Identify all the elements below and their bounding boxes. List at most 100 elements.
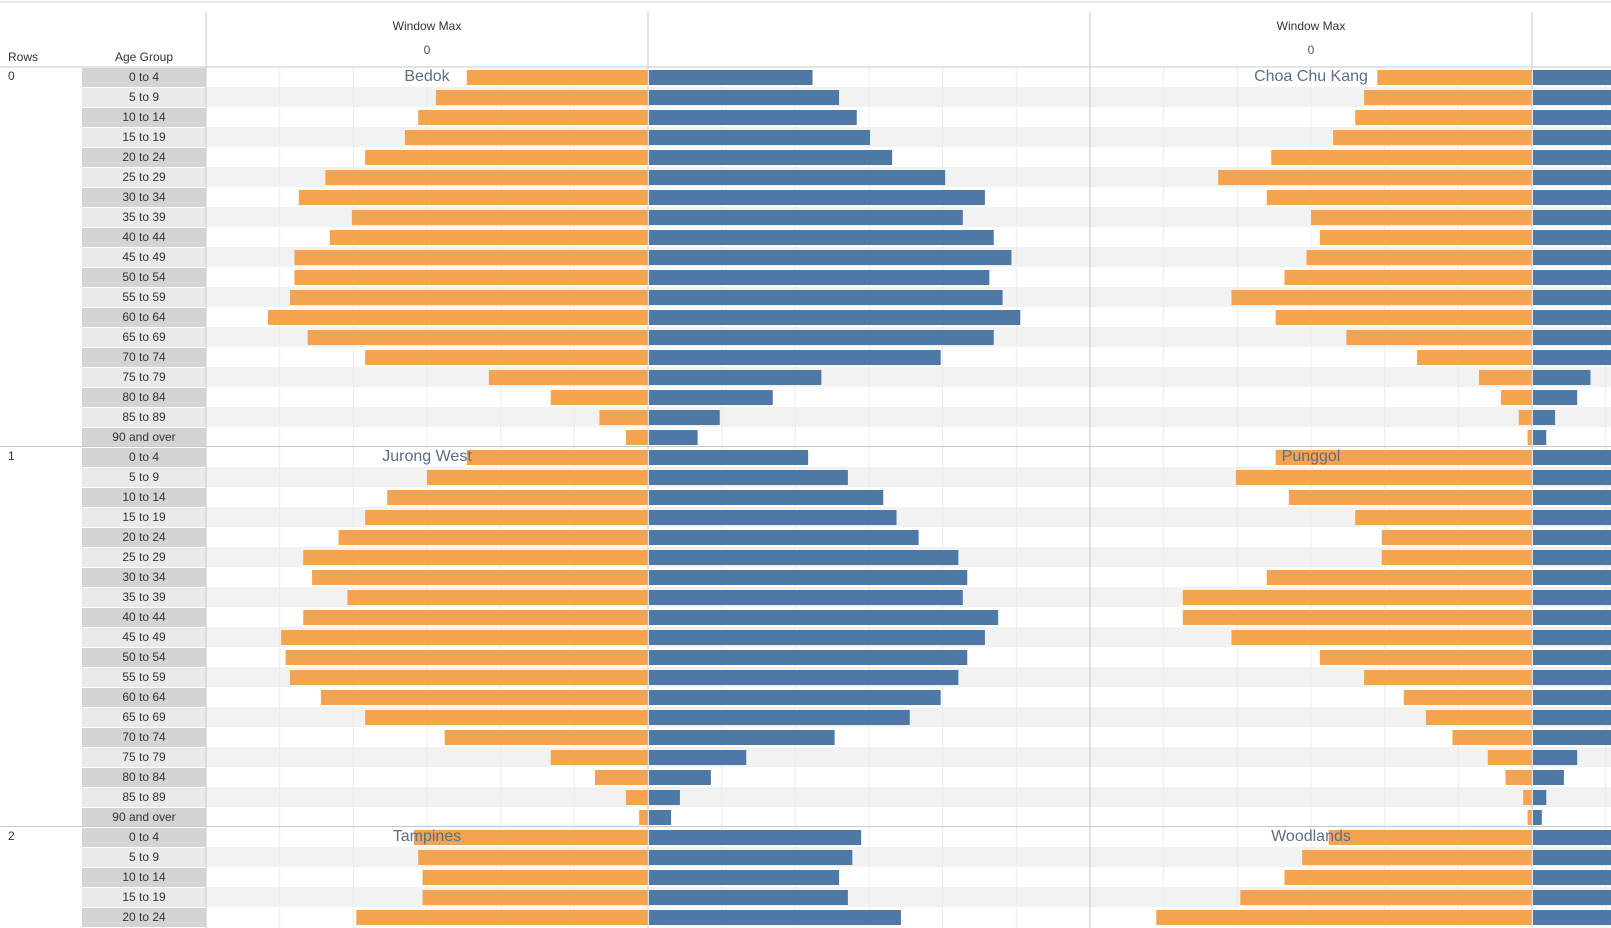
age-group-label: 50 to 54 <box>122 270 166 284</box>
bar-left-woodlands <box>1302 850 1532 865</box>
bar-left-bedok <box>599 410 648 425</box>
bar-right-punggol <box>1533 710 1611 725</box>
bar-right-choa-chu-kang <box>1533 230 1611 245</box>
bar-right-tampines <box>649 830 862 845</box>
bar-left-bedok <box>294 250 648 265</box>
bar-right-choa-chu-kang <box>1533 150 1611 165</box>
age-group-label: 5 to 9 <box>129 90 159 104</box>
window-max-value: 0 <box>1308 43 1315 57</box>
bar-left-bedok <box>294 270 648 285</box>
bar-left-punggol <box>1527 810 1532 825</box>
age-group-label: 85 to 89 <box>122 410 166 424</box>
bar-left-jurong-west <box>347 590 648 605</box>
age-group-cell <box>82 548 206 567</box>
bar-left-bedok <box>466 70 648 85</box>
age-group-cell <box>82 508 206 527</box>
age-group-cell <box>82 448 206 467</box>
age-group-label: 85 to 89 <box>122 790 166 804</box>
age-group-cell <box>82 68 206 87</box>
bar-left-jurong-west <box>338 530 648 545</box>
age-group-cell <box>82 208 206 227</box>
bar-right-bedok <box>649 70 813 85</box>
bar-right-bedok <box>649 350 941 365</box>
bar-right-bedok <box>649 230 994 245</box>
bar-left-bedok <box>550 390 648 405</box>
age-group-label: 30 to 34 <box>122 570 166 584</box>
age-group-label: 80 to 84 <box>122 770 166 784</box>
town-label: Punggol <box>1282 448 1341 465</box>
bar-right-punggol <box>1533 750 1578 765</box>
town-label: Jurong West <box>382 448 472 465</box>
age-group-header: Age Group <box>115 50 173 64</box>
age-group-cell <box>82 688 206 707</box>
age-group-label: 30 to 34 <box>122 190 166 204</box>
bar-right-jurong-west <box>649 810 672 825</box>
bar-right-tampines <box>649 870 840 885</box>
bar-right-choa-chu-kang <box>1533 270 1611 285</box>
age-group-label: 20 to 24 <box>122 530 166 544</box>
bar-left-punggol <box>1288 490 1532 505</box>
bar-left-jurong-west <box>594 770 648 785</box>
age-group-cell <box>82 408 206 427</box>
bar-left-punggol <box>1182 610 1532 625</box>
bar-right-jurong-west <box>649 450 809 465</box>
age-group-cell <box>82 588 206 607</box>
age-group-label: 55 to 59 <box>122 670 166 684</box>
bar-left-jurong-west <box>387 490 648 505</box>
bar-left-choa-chu-kang <box>1271 150 1532 165</box>
age-group-cell <box>82 528 206 547</box>
bar-left-choa-chu-kang <box>1377 70 1532 85</box>
age-group-cell <box>82 608 206 627</box>
bar-left-choa-chu-kang <box>1346 330 1532 345</box>
bar-right-jurong-west <box>649 690 941 705</box>
bar-right-woodlands <box>1533 850 1611 865</box>
bar-right-bedok <box>649 130 870 145</box>
bar-left-jurong-west <box>427 470 648 485</box>
bar-left-jurong-west <box>303 610 648 625</box>
bar-left-punggol <box>1523 790 1532 805</box>
bar-left-jurong-west <box>365 510 648 525</box>
age-group-cell <box>82 428 206 447</box>
age-group-cell <box>82 668 206 687</box>
bar-right-punggol <box>1533 470 1611 485</box>
bar-left-tampines <box>422 890 648 905</box>
bar-left-punggol <box>1266 570 1532 585</box>
bar-right-bedok <box>649 370 822 385</box>
bar-right-punggol <box>1533 550 1611 565</box>
age-group-label: 15 to 19 <box>122 510 166 524</box>
bar-left-choa-chu-kang <box>1478 370 1532 385</box>
town-label: Tampines <box>393 828 461 845</box>
town-label: Choa Chu Kang <box>1254 68 1368 85</box>
bar-left-choa-chu-kang <box>1501 390 1532 405</box>
age-group-cell <box>82 708 206 727</box>
bar-right-jurong-west <box>649 590 963 605</box>
bar-right-choa-chu-kang <box>1533 90 1611 105</box>
bar-right-punggol <box>1533 650 1611 665</box>
bar-right-jurong-west <box>649 530 919 545</box>
age-group-cell <box>82 368 206 387</box>
bar-right-bedok <box>649 190 985 205</box>
bar-left-woodlands <box>1328 830 1532 845</box>
bar-right-punggol <box>1533 810 1542 825</box>
age-group-cell <box>82 388 206 407</box>
age-group-cell <box>82 128 206 147</box>
bar-right-jurong-west <box>649 470 848 485</box>
age-group-label: 45 to 49 <box>122 250 166 264</box>
bar-right-punggol <box>1533 530 1611 545</box>
age-group-label: 50 to 54 <box>122 650 166 664</box>
age-group-cell <box>82 808 206 827</box>
bar-right-bedok <box>649 250 1012 265</box>
bar-left-jurong-west <box>466 450 648 465</box>
age-group-label: 35 to 39 <box>122 210 166 224</box>
bar-left-bedok <box>307 330 648 345</box>
bar-right-woodlands <box>1533 890 1611 905</box>
bar-right-bedok <box>649 150 893 165</box>
bar-left-bedok <box>329 230 648 245</box>
town-label: Woodlands <box>1271 828 1351 845</box>
age-group-cell <box>82 348 206 367</box>
bar-right-jurong-west <box>649 490 884 505</box>
window-max-value: 0 <box>424 43 431 57</box>
bar-left-choa-chu-kang <box>1333 130 1532 145</box>
bar-left-punggol <box>1319 650 1532 665</box>
bar-right-punggol <box>1533 730 1611 745</box>
